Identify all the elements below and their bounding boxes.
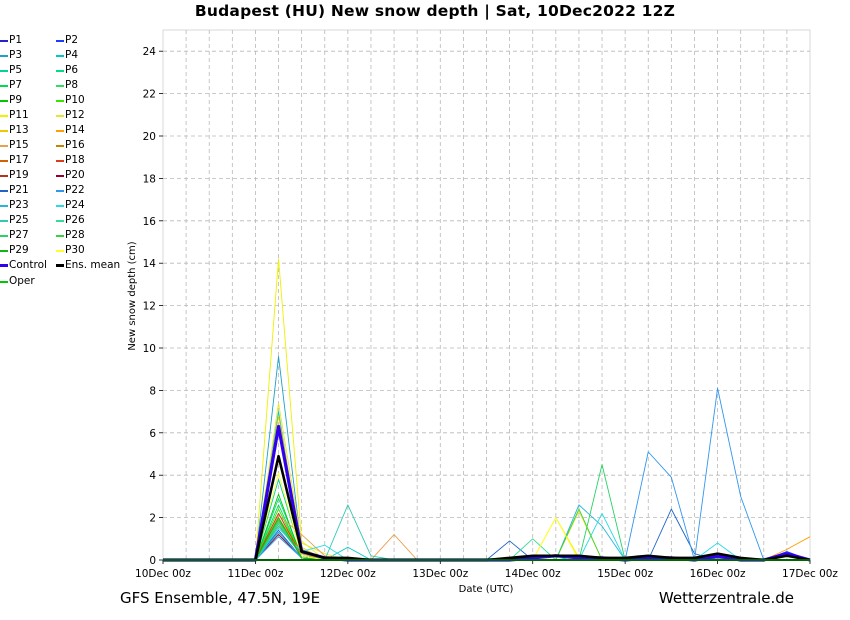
- legend-swatch: [56, 130, 64, 132]
- legend-swatch: [0, 175, 8, 177]
- x-tick-label: 11Dec 00z: [227, 568, 283, 580]
- legend-swatch: [56, 55, 64, 57]
- y-tick-label: 14: [143, 258, 157, 270]
- legend-swatch: [0, 281, 8, 283]
- legend-swatch: [0, 70, 8, 72]
- x-tick-label: 12Dec 00z: [320, 568, 376, 580]
- legend-swatch: [56, 220, 64, 222]
- footer-source: GFS Ensemble, 47.5N, 19E: [120, 589, 321, 607]
- legend-label: P27: [9, 229, 29, 241]
- legend-swatch: [56, 115, 64, 117]
- legend-swatch: [0, 190, 8, 192]
- legend-swatch: [0, 205, 8, 207]
- legend-swatch: [0, 55, 8, 57]
- y-tick-label: 10: [143, 343, 156, 355]
- legend-label: P10: [65, 94, 85, 106]
- legend-label: Oper: [9, 275, 35, 287]
- legend-swatch: [0, 264, 8, 267]
- legend-swatch: [56, 70, 64, 72]
- legend-label: P20: [65, 169, 85, 181]
- legend-label: P22: [65, 184, 85, 196]
- chart-title: Budapest (HU) New snow depth | Sat, 10De…: [194, 2, 676, 20]
- legend-label: P16: [65, 139, 85, 151]
- legend-swatch: [56, 175, 64, 177]
- legend-swatch: [0, 130, 8, 132]
- legend-label: P13: [9, 124, 29, 136]
- x-tick-label: 14Dec 00z: [505, 568, 561, 580]
- x-tick-label: 17Dec 00z: [782, 568, 838, 580]
- legend-swatch: [56, 250, 64, 252]
- legend-swatch: [0, 145, 8, 147]
- x-tick-label: 13Dec 00z: [412, 568, 468, 580]
- legend-swatch: [56, 100, 64, 102]
- legend-label: P23: [9, 199, 29, 211]
- y-tick-label: 8: [149, 385, 156, 397]
- legend-label: P28: [65, 229, 85, 241]
- legend-label: P7: [9, 79, 23, 91]
- y-tick-label: 18: [143, 173, 156, 185]
- legend-swatch: [56, 85, 64, 87]
- legend-swatch: [0, 220, 8, 222]
- x-axis-label: Date (UTC): [459, 584, 514, 595]
- legend-label: P4: [65, 49, 79, 61]
- legend-swatch: [56, 145, 64, 147]
- legend-swatch: [56, 160, 64, 162]
- legend-swatch: [0, 250, 8, 252]
- y-tick-label: 20: [143, 131, 156, 143]
- legend-label: P24: [65, 199, 85, 211]
- footer-site: Wetterzentrale.de: [658, 589, 794, 607]
- legend-swatch: [56, 205, 64, 207]
- legend-label: P8: [65, 79, 79, 91]
- legend-label: P1: [9, 34, 23, 46]
- legend-label: P2: [65, 34, 79, 46]
- legend-swatch: [56, 235, 64, 237]
- legend-label: P6: [65, 64, 79, 76]
- legend-swatch: [0, 100, 8, 102]
- legend-swatch: [56, 190, 64, 192]
- legend-label: P18: [65, 154, 85, 166]
- legend-swatch: [0, 85, 8, 87]
- legend-label: P9: [9, 94, 23, 106]
- legend: P1 P2 P3 P4 P5 P6 P7 P8 P9 P10 P11 P12 P13 P14 P15 P16 P…: [0, 33, 140, 293]
- legend-label: Ens. mean: [65, 259, 121, 271]
- legend-label: P26: [65, 214, 85, 226]
- legend-label: P14: [65, 124, 85, 136]
- legend-swatch: [56, 264, 64, 267]
- legend-label: P30: [65, 244, 85, 256]
- y-tick-label: 0: [149, 555, 156, 567]
- legend-label: P29: [9, 244, 29, 256]
- y-tick-label: 4: [149, 470, 156, 482]
- legend-label: P21: [9, 184, 29, 196]
- legend-swatch: [0, 235, 8, 237]
- y-tick-label: 16: [143, 216, 157, 228]
- x-tick-label: 10Dec 00z: [135, 568, 191, 580]
- legend-label: P3: [9, 49, 23, 61]
- legend-swatch: [0, 115, 8, 117]
- x-tick-labels: 10Dec 00z 11Dec 00z 12Dec 00z 13Dec 00z 14De…: [135, 568, 838, 580]
- legend-swatch: [56, 40, 64, 42]
- legend-label: P25: [9, 214, 29, 226]
- y-tick-label: 2: [149, 513, 156, 525]
- y-tick-label: 6: [149, 428, 156, 440]
- legend-swatch: [0, 160, 8, 162]
- legend-label: P12: [65, 109, 85, 121]
- y-tick-label: 22: [143, 89, 156, 101]
- grid: [159, 30, 811, 564]
- legend-label: Control: [9, 259, 47, 271]
- x-tick-label: 16Dec 00z: [690, 568, 746, 580]
- y-tick-label: 12: [143, 301, 156, 313]
- legend-label: P11: [9, 109, 29, 121]
- legend-label: P15: [9, 139, 29, 151]
- legend-swatch: [0, 40, 8, 42]
- legend-label: P19: [9, 169, 29, 181]
- legend-label: P17: [9, 154, 29, 166]
- x-tick-label: 15Dec 00z: [597, 568, 653, 580]
- y-tick-label: 24: [143, 46, 157, 58]
- y-axis-label: New snow depth (cm): [127, 241, 138, 350]
- legend-label: P5: [9, 64, 23, 76]
